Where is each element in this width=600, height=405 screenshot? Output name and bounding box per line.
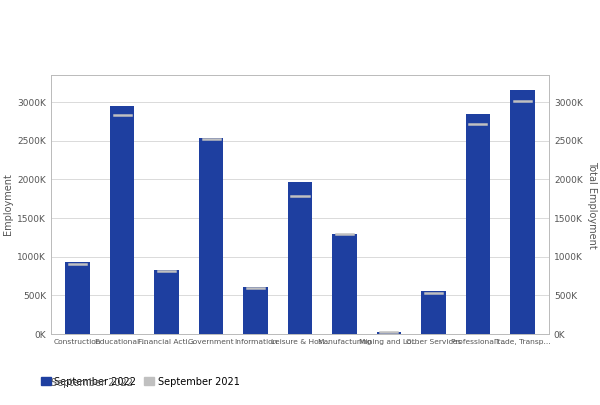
Y-axis label: Total Employment: Total Employment (587, 161, 597, 248)
Bar (65, 262, 90, 334)
Bar (110, 106, 134, 334)
Text: September 2022: September 2022 (51, 378, 133, 388)
Bar (466, 114, 490, 334)
Legend: September 2022, September 2021: September 2022, September 2021 (41, 377, 240, 387)
Bar (510, 90, 535, 334)
Text: Seasonally Adjusted Employment By Industry: Seasonally Adjusted Employment By Indust… (7, 18, 383, 33)
Text: California Employment Report, UCR Center for Economic Forecasting: California Employment Report, UCR Center… (7, 46, 343, 56)
Bar (244, 287, 268, 334)
Bar (154, 270, 179, 334)
Bar (199, 138, 223, 334)
Bar (288, 183, 312, 334)
Bar (332, 234, 356, 334)
Bar (421, 291, 446, 334)
Bar (377, 332, 401, 334)
Y-axis label: Employment: Employment (3, 174, 13, 235)
